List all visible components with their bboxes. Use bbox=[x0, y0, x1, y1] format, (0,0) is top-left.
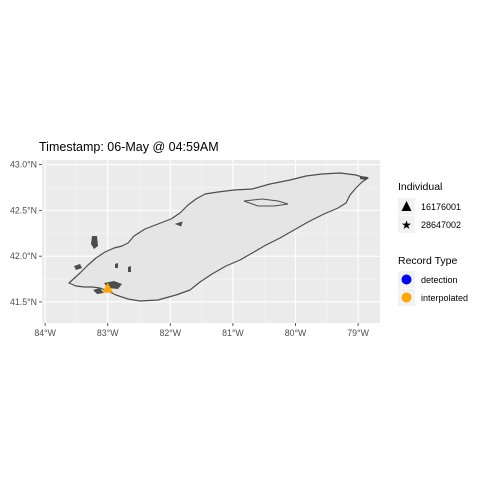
lake-shoreline bbox=[68, 172, 369, 302]
island-small-3 bbox=[93, 288, 104, 294]
legend-individual-title: Individual bbox=[398, 181, 442, 193]
star-icon: ★ bbox=[401, 218, 412, 232]
legend-record-type: Record Type detection interpolated bbox=[398, 255, 468, 306]
island-small-1 bbox=[115, 263, 118, 268]
x-axis: 84°W 83°W 82°W 81°W 80°W 79°W bbox=[34, 323, 370, 338]
lake-outline bbox=[68, 172, 369, 302]
track-points bbox=[102, 282, 114, 293]
peninsula-spit bbox=[174, 221, 183, 227]
legend-individual: Individual 16176001 ★ 28647002 bbox=[398, 181, 461, 233]
bay-inner-outline bbox=[243, 198, 289, 207]
y-tick-label: 43.0°N bbox=[10, 160, 37, 170]
island-small-2 bbox=[128, 266, 131, 272]
x-tick-label: 82°W bbox=[160, 328, 182, 338]
inlet-west-north bbox=[91, 236, 98, 249]
plot-title: Timestamp: 06-May @ 04:59AM bbox=[39, 140, 219, 154]
y-axis: 43.0°N 42.5°N 42.0°N 41.5°N bbox=[10, 160, 42, 307]
inlet-west-bay bbox=[74, 264, 82, 270]
x-tick-label: 79°W bbox=[347, 328, 369, 338]
legend-record-type-title: Record Type bbox=[398, 255, 457, 267]
legend-record-type-label-2: interpolated bbox=[421, 293, 468, 303]
track-point-marker bbox=[102, 282, 114, 293]
detection-dot-icon bbox=[401, 274, 412, 285]
y-tick-label: 41.5°N bbox=[10, 297, 37, 307]
legend-record-type-label-1: detection bbox=[421, 275, 458, 285]
x-tick-label: 81°W bbox=[222, 328, 244, 338]
triangle-icon bbox=[401, 201, 412, 211]
y-tick-label: 42.5°N bbox=[10, 205, 37, 215]
legend-key-bg bbox=[398, 216, 415, 233]
x-tick-label: 80°W bbox=[285, 328, 307, 338]
legend-individual-label-2: 28647002 bbox=[421, 220, 461, 230]
x-tick-label: 84°W bbox=[34, 328, 56, 338]
interpolated-dot-icon bbox=[401, 292, 412, 303]
x-tick-label: 83°W bbox=[97, 328, 119, 338]
y-tick-label: 42.0°N bbox=[10, 251, 37, 261]
legend-individual-label-1: 16176001 bbox=[421, 202, 461, 212]
east-tip bbox=[360, 176, 368, 180]
